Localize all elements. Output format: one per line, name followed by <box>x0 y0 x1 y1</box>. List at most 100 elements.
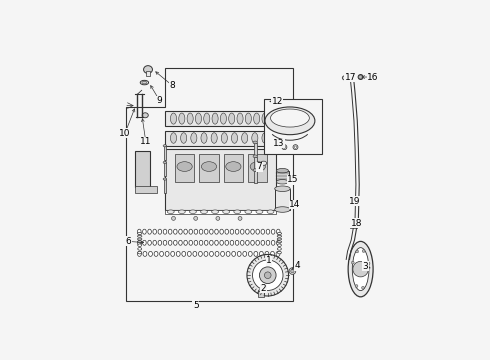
Ellipse shape <box>230 240 234 245</box>
Ellipse shape <box>198 251 202 256</box>
Ellipse shape <box>245 229 249 234</box>
Ellipse shape <box>140 80 148 85</box>
Ellipse shape <box>167 210 174 213</box>
Ellipse shape <box>232 251 236 256</box>
Bar <box>175 154 195 182</box>
Circle shape <box>367 262 370 265</box>
Ellipse shape <box>144 66 152 73</box>
Ellipse shape <box>243 251 246 256</box>
Ellipse shape <box>277 235 282 237</box>
Ellipse shape <box>143 240 146 245</box>
Bar <box>147 71 149 76</box>
Ellipse shape <box>237 251 241 256</box>
Ellipse shape <box>204 113 210 124</box>
Ellipse shape <box>277 238 282 240</box>
Ellipse shape <box>251 229 254 234</box>
Text: 13: 13 <box>273 139 285 148</box>
Ellipse shape <box>248 251 252 256</box>
Bar <box>164 179 166 193</box>
Ellipse shape <box>193 251 197 256</box>
Circle shape <box>355 285 358 287</box>
Ellipse shape <box>252 133 258 143</box>
Ellipse shape <box>221 133 227 143</box>
Ellipse shape <box>250 162 266 171</box>
Ellipse shape <box>199 240 203 245</box>
Ellipse shape <box>176 251 180 256</box>
Bar <box>165 131 276 146</box>
Ellipse shape <box>212 113 218 124</box>
Ellipse shape <box>163 240 167 245</box>
Circle shape <box>362 286 365 289</box>
Ellipse shape <box>229 113 235 124</box>
Text: 12: 12 <box>271 97 283 106</box>
Ellipse shape <box>253 141 258 144</box>
Bar <box>276 171 289 182</box>
Ellipse shape <box>277 233 282 234</box>
Circle shape <box>351 261 354 264</box>
Ellipse shape <box>158 240 162 245</box>
Ellipse shape <box>191 133 197 143</box>
Ellipse shape <box>241 240 244 245</box>
Ellipse shape <box>179 240 182 245</box>
Ellipse shape <box>177 162 192 171</box>
Ellipse shape <box>138 248 142 250</box>
Ellipse shape <box>179 113 185 124</box>
Ellipse shape <box>148 240 151 245</box>
Ellipse shape <box>196 113 201 124</box>
Circle shape <box>359 75 363 79</box>
Bar <box>264 99 322 154</box>
Ellipse shape <box>276 229 280 234</box>
Ellipse shape <box>160 251 164 256</box>
Ellipse shape <box>173 240 177 245</box>
Ellipse shape <box>277 244 281 247</box>
Ellipse shape <box>204 229 208 234</box>
Ellipse shape <box>242 133 248 143</box>
Ellipse shape <box>256 229 260 234</box>
Ellipse shape <box>259 251 263 256</box>
Ellipse shape <box>235 240 239 245</box>
Ellipse shape <box>194 229 197 234</box>
Ellipse shape <box>348 242 373 297</box>
Ellipse shape <box>220 113 226 124</box>
Circle shape <box>362 249 365 252</box>
Text: 9: 9 <box>157 96 163 105</box>
Text: 14: 14 <box>289 200 300 209</box>
Ellipse shape <box>241 229 244 234</box>
Bar <box>248 154 268 182</box>
Ellipse shape <box>275 207 290 212</box>
Ellipse shape <box>253 169 258 172</box>
Circle shape <box>294 146 296 148</box>
Ellipse shape <box>163 178 167 180</box>
Ellipse shape <box>210 240 213 245</box>
Ellipse shape <box>163 145 167 147</box>
Ellipse shape <box>245 113 251 124</box>
Circle shape <box>265 272 271 279</box>
Ellipse shape <box>179 229 182 234</box>
Ellipse shape <box>266 229 270 234</box>
Ellipse shape <box>148 251 152 256</box>
Circle shape <box>283 146 286 148</box>
Ellipse shape <box>187 251 191 256</box>
Ellipse shape <box>201 162 217 171</box>
Ellipse shape <box>181 133 187 143</box>
Ellipse shape <box>210 251 214 256</box>
Ellipse shape <box>220 229 223 234</box>
Ellipse shape <box>267 210 274 213</box>
Circle shape <box>291 269 294 273</box>
Bar <box>165 111 276 126</box>
Ellipse shape <box>204 240 208 245</box>
Ellipse shape <box>251 240 254 245</box>
Ellipse shape <box>199 229 203 234</box>
Ellipse shape <box>256 240 260 245</box>
Circle shape <box>216 216 220 220</box>
Ellipse shape <box>223 210 230 213</box>
Text: 15: 15 <box>287 175 298 184</box>
Bar <box>164 146 166 159</box>
Ellipse shape <box>276 251 280 256</box>
Ellipse shape <box>153 229 156 234</box>
Ellipse shape <box>226 162 241 171</box>
Text: 7: 7 <box>257 162 262 171</box>
Ellipse shape <box>169 240 172 245</box>
Ellipse shape <box>226 251 230 256</box>
Ellipse shape <box>245 210 252 213</box>
